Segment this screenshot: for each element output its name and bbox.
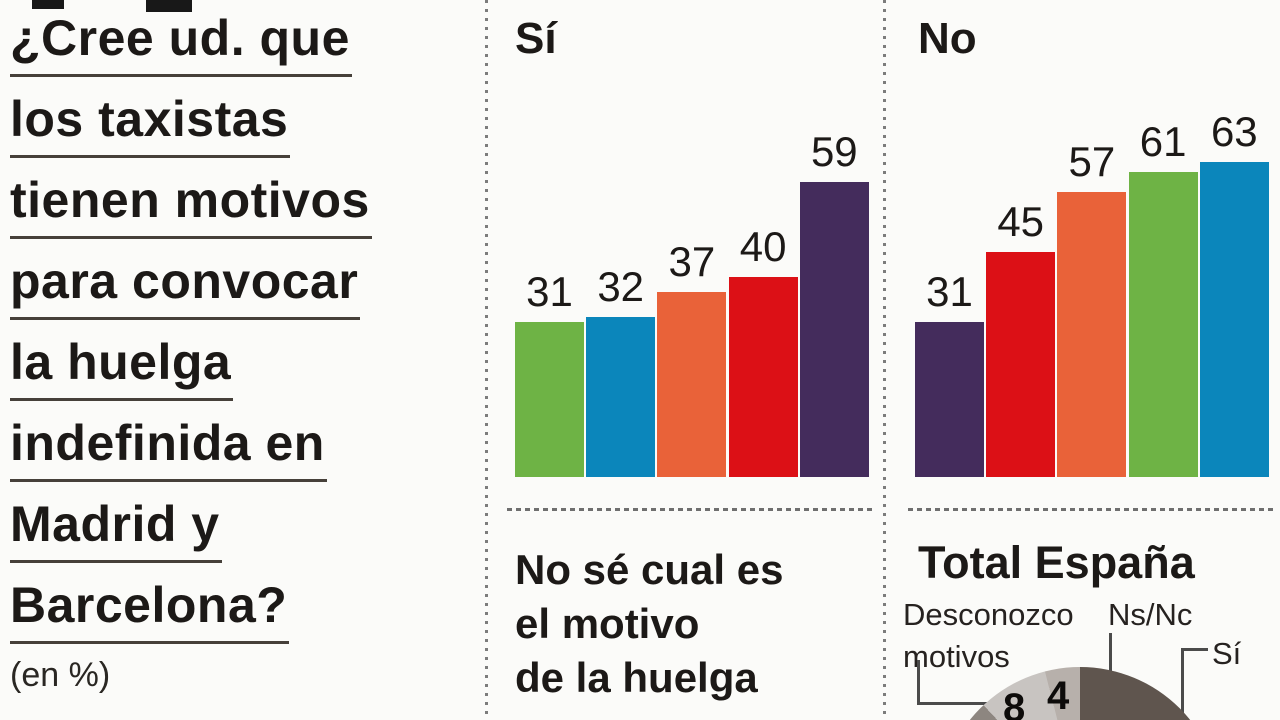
vertical-dotted-divider-left <box>485 0 488 720</box>
pie-label-desconozco-line: motivos <box>903 639 1010 674</box>
question-line: los taxistas <box>10 89 291 158</box>
bar <box>799 182 869 477</box>
question-title: ¿Cree ud. que los taxistas tienen motivo… <box>10 8 372 695</box>
middle-note-line: de la huelga <box>515 654 758 701</box>
bar <box>1057 192 1127 477</box>
question-line: Madrid y <box>10 494 222 563</box>
no-panel-header: No <box>918 14 977 63</box>
question-line: indefinida en <box>10 413 327 482</box>
leader-line-desconozco <box>917 702 999 705</box>
bar <box>515 322 584 477</box>
bar <box>1199 162 1269 477</box>
bar-value-label: 45 <box>997 198 1045 245</box>
leader-line-nsnc <box>1109 633 1112 695</box>
bar <box>728 277 798 477</box>
total-espana-title: Total España <box>918 537 1195 588</box>
pie-value-nsnc: 4 <box>1047 674 1070 718</box>
si-panel-header: Sí <box>515 14 557 63</box>
unit-note: (en %) <box>10 656 111 694</box>
bar-value-label: 37 <box>668 238 716 285</box>
cropped-text-remnant <box>146 0 192 12</box>
pie-value-desconozco: 8 <box>1003 686 1026 720</box>
question-line: tienen motivos <box>10 170 372 239</box>
bar-value-label: 59 <box>810 128 858 175</box>
bar-value-label: 57 <box>1068 138 1116 185</box>
leader-line-si <box>1181 648 1208 651</box>
pie-label-desconozco: Desconozco motivos <box>903 594 1074 678</box>
question-line: ¿Cree ud. que <box>10 8 352 77</box>
bar <box>986 252 1056 477</box>
middle-note-line: No sé cual es <box>515 546 784 593</box>
question-line: Barcelona? <box>10 575 290 644</box>
pie-label-si: Sí <box>1212 636 1242 671</box>
bar <box>915 322 984 477</box>
bar-value-label: 31 <box>926 268 973 315</box>
bar <box>1128 172 1198 477</box>
pie-label-nsnc: Ns/Nc <box>1108 597 1193 632</box>
vertical-dotted-divider-right <box>883 0 886 720</box>
bar-value-label: 32 <box>597 263 645 310</box>
horizontal-dotted-divider-si <box>507 508 872 511</box>
bar-value-label: 63 <box>1210 108 1258 155</box>
cropped-text-remnant <box>32 0 64 9</box>
middle-note-line: el motivo <box>515 600 700 647</box>
question-line: la huelga <box>10 332 234 401</box>
bar-value-label: 31 <box>526 268 573 315</box>
middle-note: No sé cual es el motivo de la huelga <box>515 543 783 705</box>
bar-value-label: 61 <box>1139 118 1187 165</box>
leader-line-si <box>1181 648 1184 720</box>
horizontal-dotted-divider-no <box>908 508 1277 511</box>
bar-value-label: 40 <box>739 223 787 270</box>
question-line: para convocar <box>10 251 361 320</box>
pie-label-desconozco-line: Desconozco <box>903 597 1074 632</box>
bar <box>657 292 727 477</box>
leader-line-desconozco <box>917 660 920 705</box>
bar <box>586 317 656 477</box>
